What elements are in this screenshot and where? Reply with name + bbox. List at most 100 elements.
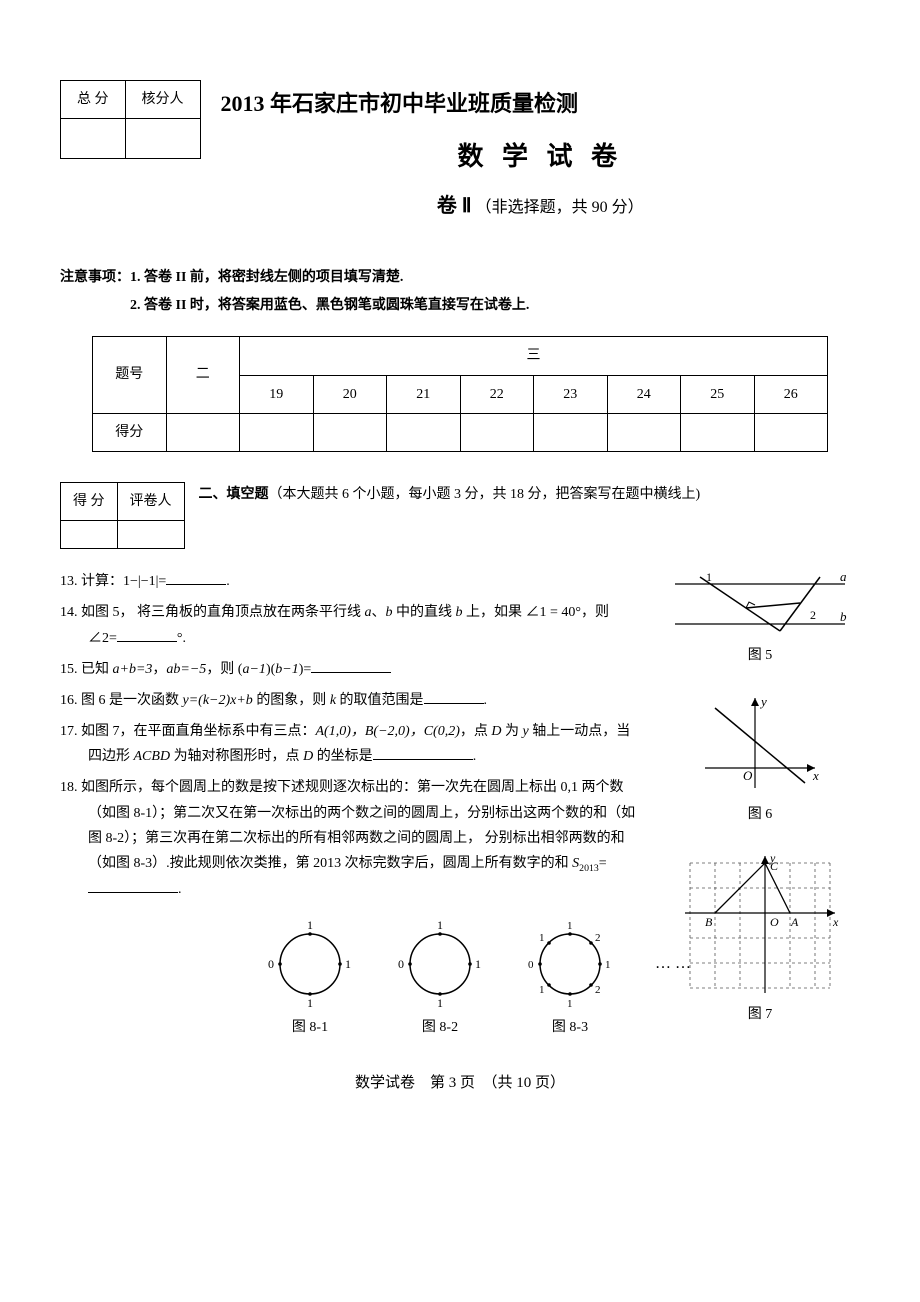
top-table-cell-checker: [125, 119, 200, 159]
c3-bottom: 1: [567, 998, 573, 1009]
fill-table-header-marker: 评卷人: [117, 482, 184, 520]
fill-table-cell: [117, 521, 184, 549]
q17-g: .: [473, 749, 477, 764]
q13-blank: [166, 571, 226, 585]
section-desc: （非选择题，共 90 分）: [476, 199, 644, 216]
q13-text-a: 计算：1−|−1|=: [81, 574, 166, 589]
q15-e3: a−1: [242, 662, 265, 677]
fig5-label-2: 2: [810, 608, 816, 622]
main-table-cell: [313, 413, 387, 451]
q15-num: 15.: [60, 662, 78, 677]
fig5-label-a: a: [840, 569, 847, 584]
c3-right: 1: [605, 959, 611, 971]
figure-6-svg: y x O: [695, 688, 825, 798]
q14-var-b2: b: [456, 605, 463, 620]
q14-prefix: 如图 5， 将三角板的直角顶点放在两条平行线: [81, 605, 365, 620]
fill-table-cell: [61, 521, 118, 549]
figure-5: 1 2 a b 图 5: [660, 569, 860, 668]
q17-d: D: [491, 724, 501, 739]
main-table-row1-label: 题号: [93, 337, 167, 413]
fill-title-rest: （本大题共 6 个小题，每小题 3 分，共 18 分，把答案写在题中横线上): [269, 487, 701, 502]
q14-num: 14.: [60, 605, 78, 620]
q16-c: 的取值范围是: [336, 693, 424, 708]
c2-bottom: 1: [437, 996, 443, 1009]
q15-d: )=: [299, 662, 312, 677]
q16-d: .: [484, 693, 488, 708]
main-table-col-22: 22: [460, 375, 534, 413]
fig5-label-1: 1: [706, 570, 712, 584]
top-table-header-total: 总 分: [61, 81, 126, 119]
figure-5-svg: 1 2 a b: [670, 569, 850, 639]
sub-title: 数 学 试 卷: [221, 134, 861, 181]
main-table-cell: [387, 413, 461, 451]
figure-7: y x O A B C 图 7: [660, 848, 860, 1027]
q15-e1: a+b=3: [113, 662, 153, 677]
main-title: 2013 年石家庄市初中毕业班质量检测: [221, 84, 861, 124]
notes-label: 注意事项：: [60, 270, 130, 285]
questions-block: 1 2 a b 图 5 y x O 图 6: [60, 569, 860, 902]
q16-num: 16.: [60, 693, 78, 708]
q17-e: 为轴对称图形时，点: [170, 749, 303, 764]
fig7-label-b: B: [705, 915, 713, 929]
q18-text: 如图所示，每个圆周上的数是按下述规则逐次标出的：第一次先在圆周上标出 0,1 两…: [81, 780, 635, 871]
fig-8-3-caption: 图 8-3: [525, 1015, 615, 1040]
paper-section: 卷 Ⅱ （非选择题，共 90 分）: [221, 188, 861, 224]
q16-blank: [424, 690, 484, 704]
q18-blank: [88, 879, 178, 893]
q17-f: 的坐标是: [313, 749, 373, 764]
q16-a: 图 6 是一次函数: [81, 693, 183, 708]
fill-table-header-score: 得 分: [61, 482, 118, 520]
section-roman: 卷 Ⅱ: [437, 195, 472, 217]
c2-left: 0: [398, 957, 404, 971]
c3-br: 2: [595, 984, 601, 996]
main-table-cell: [534, 413, 608, 451]
q15-e4: b−1: [275, 662, 298, 677]
c1-top: 1: [307, 919, 313, 932]
top-table-header-checker: 核分人: [125, 81, 200, 119]
top-table-cell-total: [61, 119, 126, 159]
q17-quad: ACBD: [134, 749, 171, 764]
q13-num: 13.: [60, 574, 78, 589]
note-1: 1. 答卷 II 前，将密封线左侧的项目填写清楚.: [130, 270, 403, 285]
q18-num: 18.: [60, 780, 78, 795]
page-footer: 数学试卷 第 3 页 （共 10 页）: [60, 1070, 860, 1097]
q14-mid1: 、: [372, 605, 386, 620]
q17-d2: D: [303, 749, 313, 764]
main-score-table: 题号 二 三 19 20 21 22 23 24 25 26 得分: [92, 336, 828, 452]
note-2: 2. 答卷 II 时，将答案用蓝色、黑色钢笔或圆珠笔直接写在试卷上.: [130, 298, 529, 313]
fill-title: 二、填空题（本大题共 6 个小题，每小题 3 分，共 18 分，把答案写在题中横…: [199, 482, 861, 507]
header-row: 总 分 核分人 2013 年石家庄市初中毕业班质量检测 数 学 试 卷 卷 Ⅱ …: [60, 80, 860, 244]
fig6-label-o: O: [743, 768, 753, 783]
fig6-label-y: y: [759, 694, 767, 709]
c3-top: 1: [567, 920, 573, 932]
c1-bottom: 1: [307, 996, 313, 1009]
fill-section-header: 得 分 评卷人 二、填空题（本大题共 6 个小题，每小题 3 分，共 18 分，…: [60, 482, 860, 549]
q17-blank: [373, 746, 473, 760]
main-table-col-25: 25: [681, 375, 755, 413]
fill-title-bold: 二、填空题: [199, 487, 269, 502]
c3-tr: 2: [595, 932, 601, 944]
q15-blank: [311, 659, 391, 673]
fig5-label-b: b: [840, 609, 847, 624]
q18-b: =: [599, 856, 607, 871]
fig7-caption: 图 7: [660, 1002, 860, 1027]
main-table-cell: [607, 413, 681, 451]
c2-right: 1: [475, 957, 481, 971]
q18-c: .: [178, 882, 182, 897]
figure-7-svg: y x O A B C: [675, 848, 845, 998]
q14-mid2: 中的直线: [393, 605, 456, 620]
q15-comma: ，: [152, 662, 166, 677]
main-table-cell: [681, 413, 755, 451]
c1-right: 1: [345, 957, 351, 971]
q14-var-b: b: [386, 605, 393, 620]
q17-pts: A(1,0)，B(−2,0)，C(0,2): [316, 724, 460, 739]
q17-num: 17.: [60, 724, 78, 739]
main-table-col-24: 24: [607, 375, 681, 413]
q16-expr: y=(k−2)x+b: [183, 693, 253, 708]
main-table-col-19: 19: [240, 375, 314, 413]
fig7-label-o: O: [770, 915, 779, 929]
c3-left: 0: [528, 959, 534, 971]
q14-blank: [117, 628, 177, 642]
fig-8-2-caption: 图 8-2: [395, 1015, 485, 1040]
figure-8-2: 1 1 1 0 图 8-2: [395, 919, 485, 1040]
